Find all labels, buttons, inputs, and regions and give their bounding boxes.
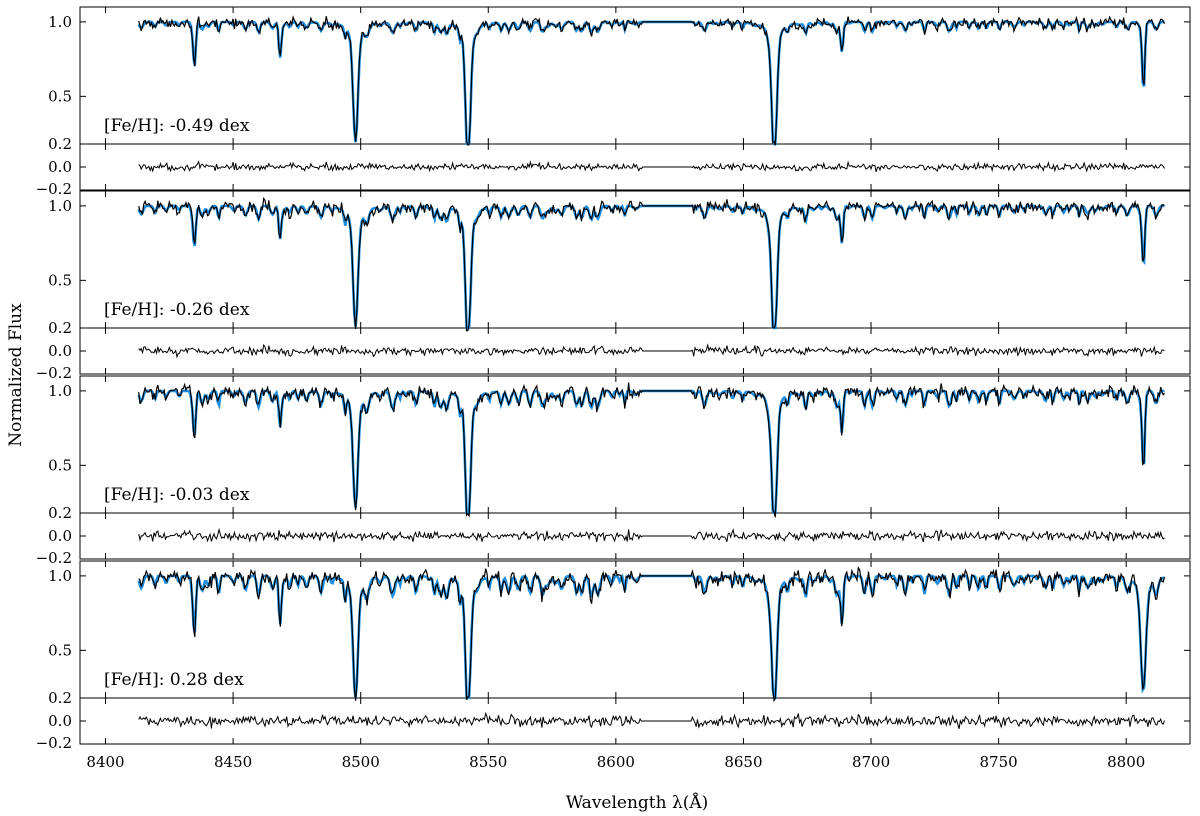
flux-ytick-label: 0.2 [48,319,72,337]
residual-ytick-label: 0.0 [48,527,72,545]
panel-feh-label: [Fe/H]: -0.26 dex [104,300,250,320]
flux-ytick-label: 0.5 [48,641,72,659]
residual-line [138,527,1165,543]
panel-2: 1.0 0.5 0.2 0.0 −0.2 [Fe/H]: -0.26 dex [36,190,1191,382]
panel-4: 1.0 0.5 0.2 0.0 −0.2 [Fe/H]: 0.28 dex [36,560,1191,752]
model-spectrum-line [137,573,1165,700]
residual-ytick-label: −0.2 [36,180,72,198]
xtick-label: 8450 [214,753,252,771]
panel-3: 1.0 0.5 0.2 0.0 −0.2 [Fe/H]: -0.03 dex [36,375,1191,567]
model-spectrum-line [137,203,1165,330]
x-axis-title: Wavelength λ(Å) [566,792,709,813]
xtick-label: 8650 [724,753,762,771]
y-axis-title: Normalized Flux [6,303,26,447]
observed-spectrum-line [138,196,1165,332]
flux-ytick-label: 1.0 [48,13,72,31]
residual-line [138,160,1165,173]
model-spectrum-line [137,388,1165,515]
flux-ytick-label: 1.0 [48,197,72,215]
xtick-label: 8600 [597,753,635,771]
xtick-label: 8800 [1107,753,1145,771]
xtick-label: 8700 [852,753,890,771]
residual-ytick-label: 0.0 [48,342,72,360]
residual-ytick-label: 0.0 [48,158,72,176]
flux-ytick-label: 1.0 [48,382,72,400]
xtick-label: 8500 [342,753,380,771]
flux-ytick-label: 0.2 [48,135,72,153]
residual-ytick-label: −0.2 [36,734,72,752]
flux-ytick-label: 1.0 [48,567,72,585]
panel-feh-label: [Fe/H]: -0.03 dex [104,485,250,505]
residual-ytick-label: 0.0 [48,712,72,730]
flux-ytick-label: 0.5 [48,456,72,474]
observed-spectrum-line [138,15,1166,146]
panel-1: 1.0 0.5 0.2 0.0 −0.2 [Fe/H]: -0.49 dex [36,6,1191,198]
observed-spectrum-line [138,382,1165,518]
flux-ytick-label: 0.5 [48,87,72,105]
flux-ytick-label: 0.2 [48,504,72,522]
xtick-label: 8400 [86,753,124,771]
flux-ytick-label: 0.5 [48,271,72,289]
residual-line [138,711,1165,729]
panel-feh-label: [Fe/H]: -0.49 dex [104,116,250,136]
xtick-label: 8550 [469,753,507,771]
flux-ytick-label: 0.2 [48,689,72,707]
panel-feh-label: [Fe/H]: 0.28 dex [104,670,244,690]
model-spectrum-line [137,20,1165,146]
observed-spectrum-line [138,565,1166,703]
xtick-label: 8750 [980,753,1018,771]
residual-ytick-label: −0.2 [36,549,72,567]
residual-line [138,343,1165,359]
residual-ytick-label: −0.2 [36,364,72,382]
